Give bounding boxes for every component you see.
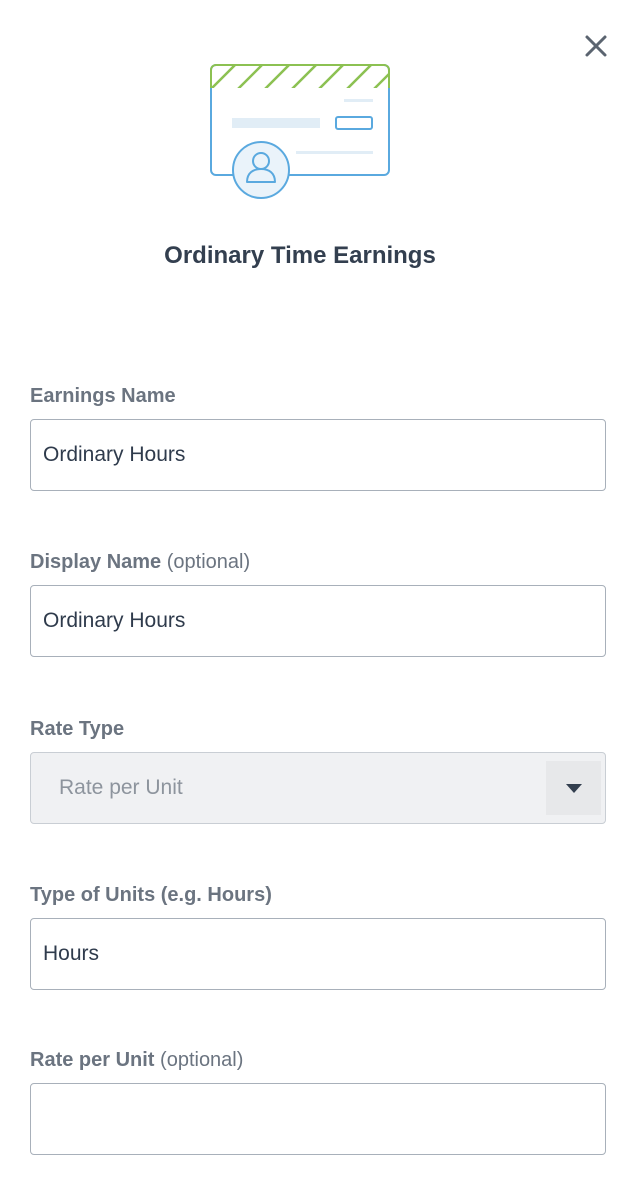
label-text: Display Name — [30, 551, 162, 573]
label-text: Earnings Name — [30, 385, 176, 407]
optional-hint: (optional) — [160, 1049, 244, 1071]
optional-hint: (optional) — [166, 551, 251, 573]
type-of-units-input[interactable]: Hours — [30, 918, 606, 990]
dropdown-button[interactable] — [546, 761, 601, 815]
display-name-field: Display Name (optional) Ordinary Hours — [30, 551, 606, 657]
type-of-units-field: Type of Units (e.g. Hours) Hours — [30, 884, 606, 990]
field-label: Earnings Name — [30, 385, 606, 407]
earnings-name-field: Earnings Name Ordinary Hours — [30, 385, 606, 491]
rate-per-unit-field: Rate per Unit (optional) — [30, 1049, 606, 1155]
dialog-title: Ordinary Time Earnings — [164, 242, 436, 269]
label-text: Rate Type — [30, 718, 125, 740]
rate-type-select[interactable]: Rate per Unit — [30, 752, 606, 824]
earnings-name-input[interactable]: Ordinary Hours — [30, 419, 606, 491]
label-text: Rate per Unit — [30, 1049, 155, 1071]
close-icon — [585, 35, 607, 57]
field-label: Rate Type — [30, 718, 606, 740]
selected-value: Rate per Unit — [59, 776, 183, 799]
field-label: Display Name (optional) — [30, 551, 606, 573]
chevron-down-icon — [565, 783, 582, 793]
display-name-input[interactable]: Ordinary Hours — [30, 585, 606, 657]
label-text: Type of Units (e.g. Hours) — [30, 884, 272, 906]
field-label: Rate per Unit (optional) — [30, 1049, 606, 1071]
field-label: Type of Units (e.g. Hours) — [30, 884, 606, 906]
rate-per-unit-input[interactable] — [30, 1083, 606, 1155]
rate-type-field: Rate Type Rate per Unit — [30, 718, 606, 824]
close-button[interactable] — [584, 34, 608, 58]
payslip-illustration — [210, 64, 390, 199]
